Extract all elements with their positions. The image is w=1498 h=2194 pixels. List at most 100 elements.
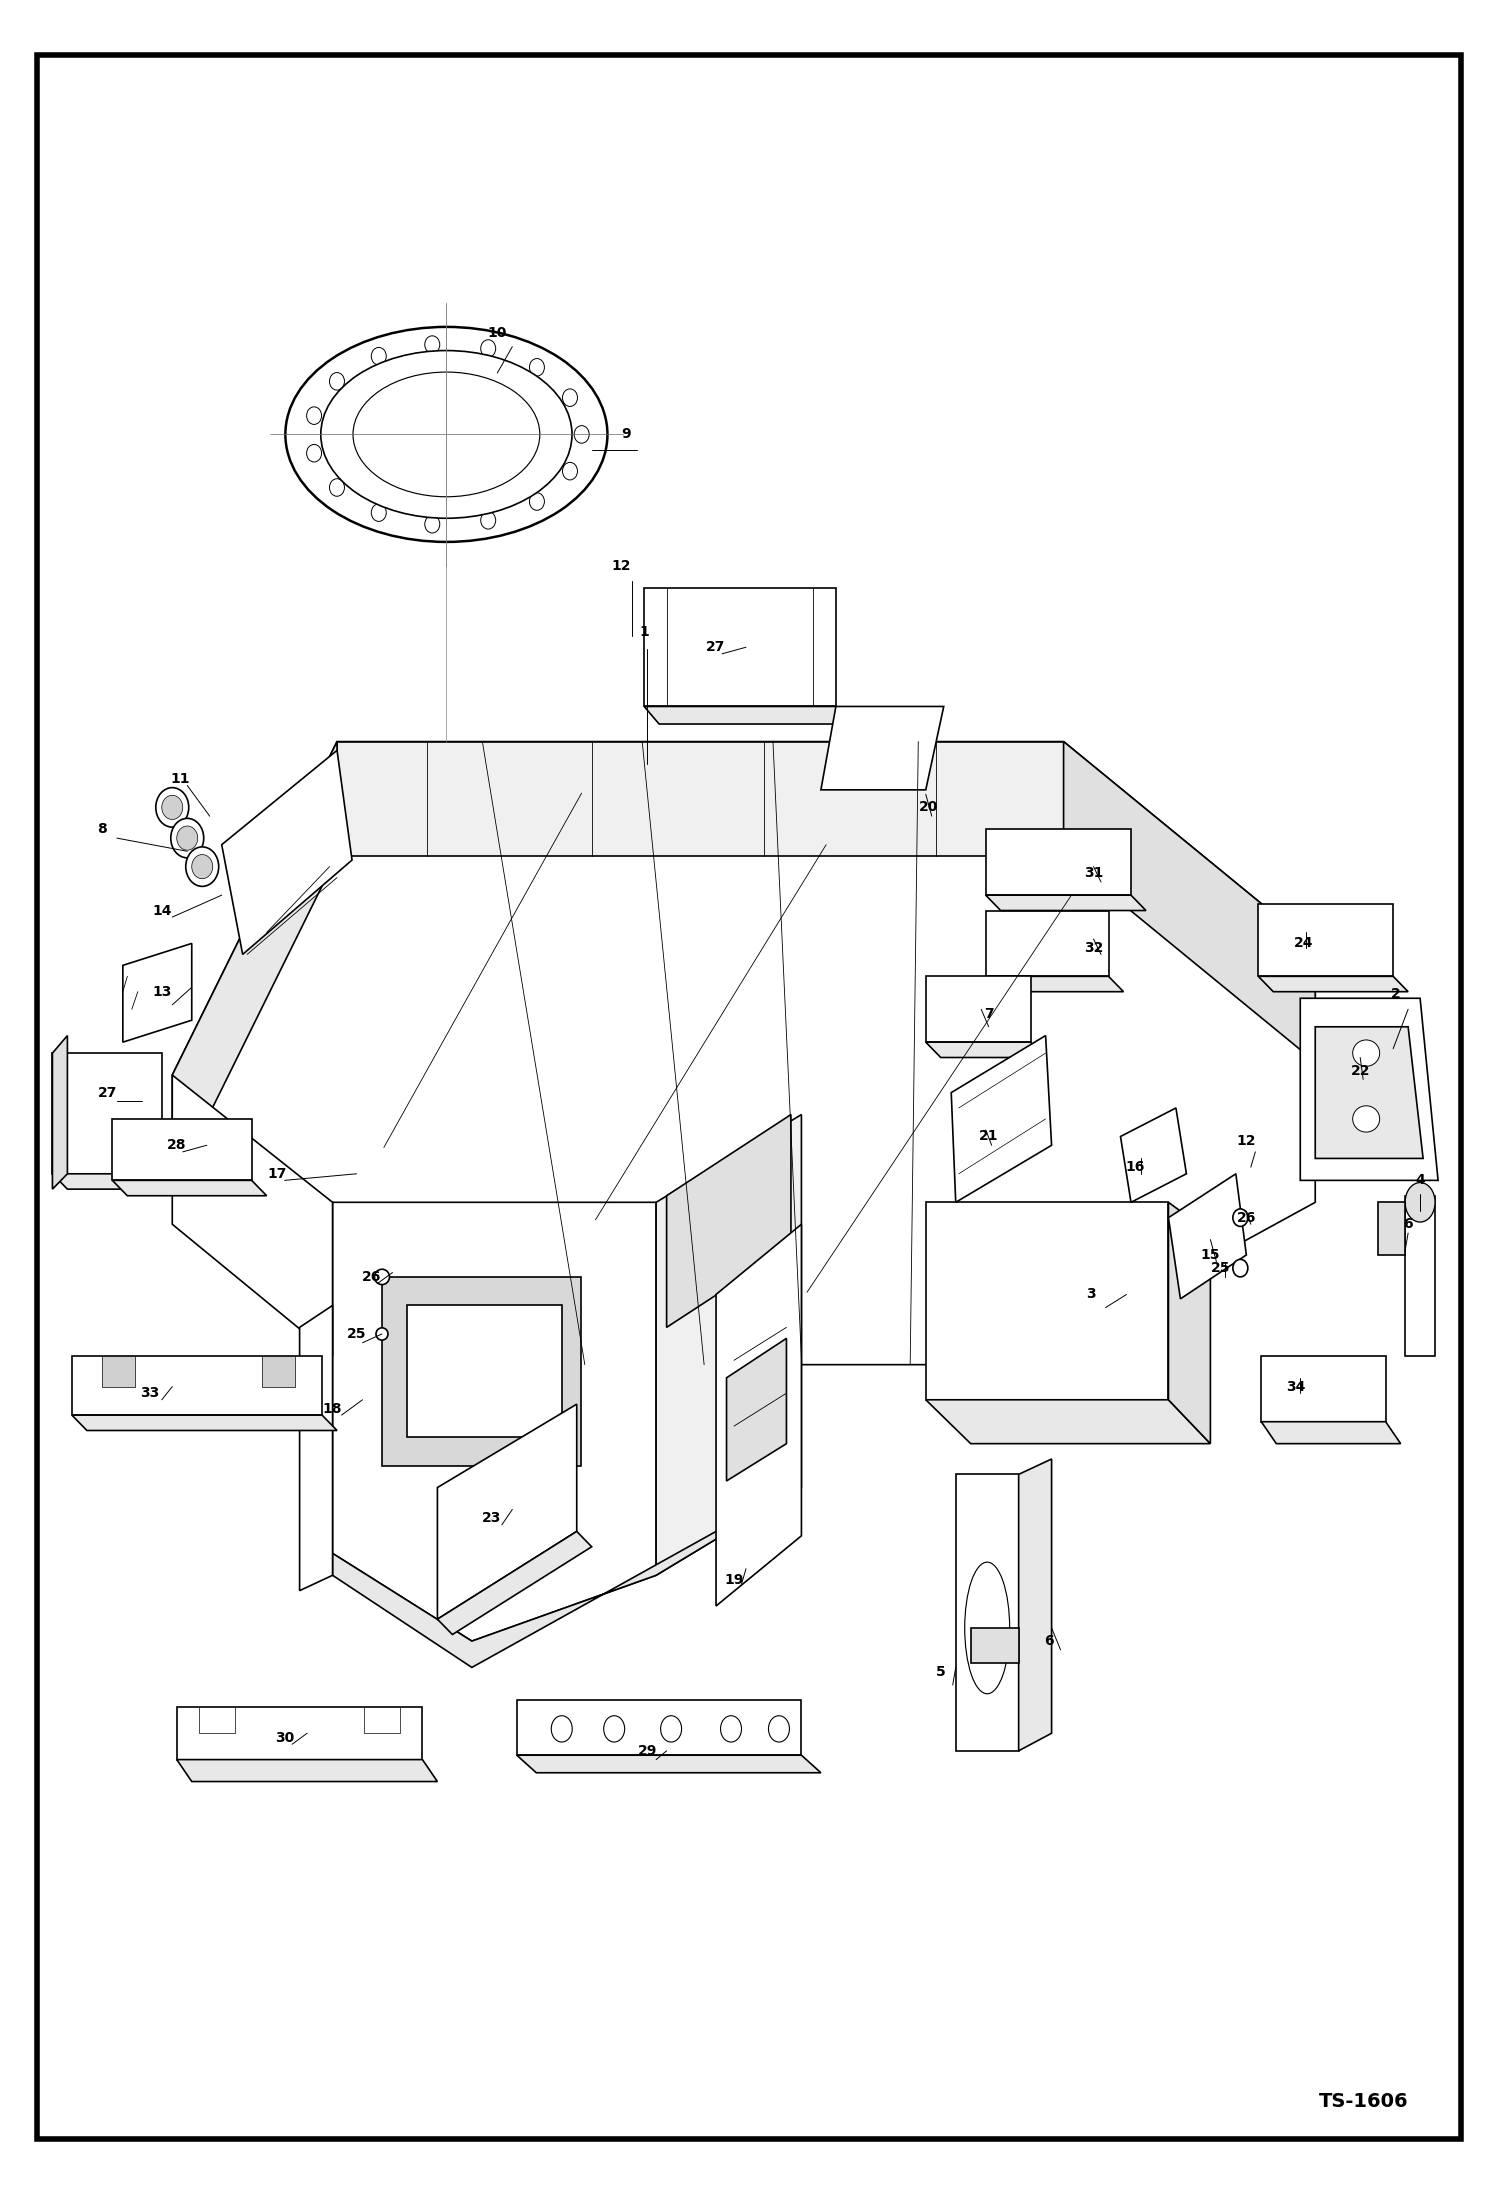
Text: TS-1606: TS-1606	[1318, 2093, 1408, 2111]
Polygon shape	[1168, 1174, 1246, 1299]
Text: 14: 14	[151, 904, 172, 917]
Ellipse shape	[372, 347, 386, 364]
Polygon shape	[986, 976, 1124, 992]
Bar	[364, 1707, 400, 1733]
Polygon shape	[986, 829, 1131, 895]
Polygon shape	[337, 742, 1064, 856]
Bar	[199, 1707, 235, 1733]
Text: 30: 30	[276, 1731, 294, 1744]
Polygon shape	[407, 1305, 562, 1437]
Polygon shape	[437, 1404, 577, 1619]
Ellipse shape	[321, 351, 572, 518]
Polygon shape	[52, 1053, 162, 1174]
Polygon shape	[517, 1700, 801, 1755]
Ellipse shape	[1233, 1259, 1248, 1277]
Bar	[262, 1356, 295, 1387]
Ellipse shape	[285, 327, 608, 542]
Ellipse shape	[562, 388, 577, 406]
Text: 8: 8	[97, 823, 106, 836]
Polygon shape	[333, 1488, 801, 1667]
Polygon shape	[926, 976, 1031, 1042]
Polygon shape	[727, 1338, 786, 1481]
Polygon shape	[1064, 742, 1315, 1062]
Text: 31: 31	[1085, 867, 1103, 880]
Text: 17: 17	[268, 1167, 286, 1180]
Text: 26: 26	[363, 1270, 380, 1283]
Text: 27: 27	[99, 1086, 117, 1099]
Ellipse shape	[330, 478, 345, 496]
Ellipse shape	[1405, 1183, 1435, 1222]
Text: 20: 20	[920, 801, 938, 814]
Ellipse shape	[529, 358, 544, 375]
Ellipse shape	[481, 340, 496, 358]
Ellipse shape	[376, 1327, 388, 1341]
Ellipse shape	[425, 336, 440, 353]
Ellipse shape	[562, 463, 577, 480]
Text: 18: 18	[322, 1402, 343, 1415]
Text: 21: 21	[978, 1130, 999, 1143]
Text: 19: 19	[725, 1573, 743, 1586]
Ellipse shape	[661, 1716, 682, 1742]
Ellipse shape	[186, 847, 219, 886]
Polygon shape	[926, 1400, 1210, 1444]
Polygon shape	[72, 1415, 337, 1430]
Ellipse shape	[604, 1716, 625, 1742]
Text: 26: 26	[1237, 1211, 1255, 1224]
Polygon shape	[517, 1755, 821, 1773]
Polygon shape	[986, 911, 1109, 976]
Ellipse shape	[481, 511, 496, 529]
Polygon shape	[52, 1174, 177, 1189]
Polygon shape	[951, 1036, 1052, 1202]
Ellipse shape	[529, 494, 544, 511]
Polygon shape	[1258, 976, 1408, 992]
Polygon shape	[956, 1474, 1019, 1751]
Polygon shape	[52, 1036, 67, 1189]
Text: 23: 23	[482, 1512, 500, 1525]
Ellipse shape	[1233, 1209, 1248, 1226]
Polygon shape	[1261, 1422, 1401, 1444]
Polygon shape	[1300, 998, 1438, 1180]
Polygon shape	[300, 1305, 333, 1591]
Polygon shape	[926, 1042, 1046, 1058]
Polygon shape	[172, 1075, 333, 1356]
Ellipse shape	[307, 445, 322, 463]
Text: 34: 34	[1287, 1380, 1305, 1393]
Polygon shape	[1168, 1202, 1210, 1444]
Text: 27: 27	[707, 641, 725, 654]
Ellipse shape	[372, 505, 386, 522]
Ellipse shape	[551, 1716, 572, 1742]
Polygon shape	[644, 706, 851, 724]
Text: 1: 1	[640, 625, 649, 638]
Polygon shape	[1019, 1459, 1052, 1751]
Ellipse shape	[721, 1716, 742, 1742]
Ellipse shape	[574, 426, 589, 443]
Polygon shape	[1315, 1027, 1423, 1158]
Text: 9: 9	[622, 428, 631, 441]
Text: 25: 25	[1210, 1262, 1231, 1275]
Polygon shape	[177, 1760, 437, 1782]
Polygon shape	[971, 1628, 1019, 1663]
Text: 5: 5	[936, 1665, 945, 1678]
Ellipse shape	[354, 373, 539, 496]
Ellipse shape	[156, 788, 189, 827]
Ellipse shape	[330, 373, 345, 391]
Polygon shape	[1121, 1108, 1186, 1202]
Text: 7: 7	[984, 1007, 993, 1020]
Ellipse shape	[162, 794, 183, 818]
Polygon shape	[222, 750, 352, 954]
Ellipse shape	[307, 406, 322, 423]
Text: 13: 13	[153, 985, 171, 998]
Polygon shape	[123, 943, 192, 1042]
Polygon shape	[112, 1180, 267, 1196]
Text: 12: 12	[611, 559, 632, 573]
Text: 6: 6	[1404, 1218, 1413, 1231]
Polygon shape	[656, 1115, 801, 1575]
Text: 33: 33	[141, 1387, 159, 1400]
Polygon shape	[112, 1119, 252, 1180]
Ellipse shape	[192, 856, 213, 880]
Text: 3: 3	[1086, 1288, 1095, 1301]
Ellipse shape	[171, 818, 204, 858]
Bar	[102, 1356, 135, 1387]
Polygon shape	[716, 1224, 801, 1606]
Polygon shape	[333, 1202, 656, 1641]
